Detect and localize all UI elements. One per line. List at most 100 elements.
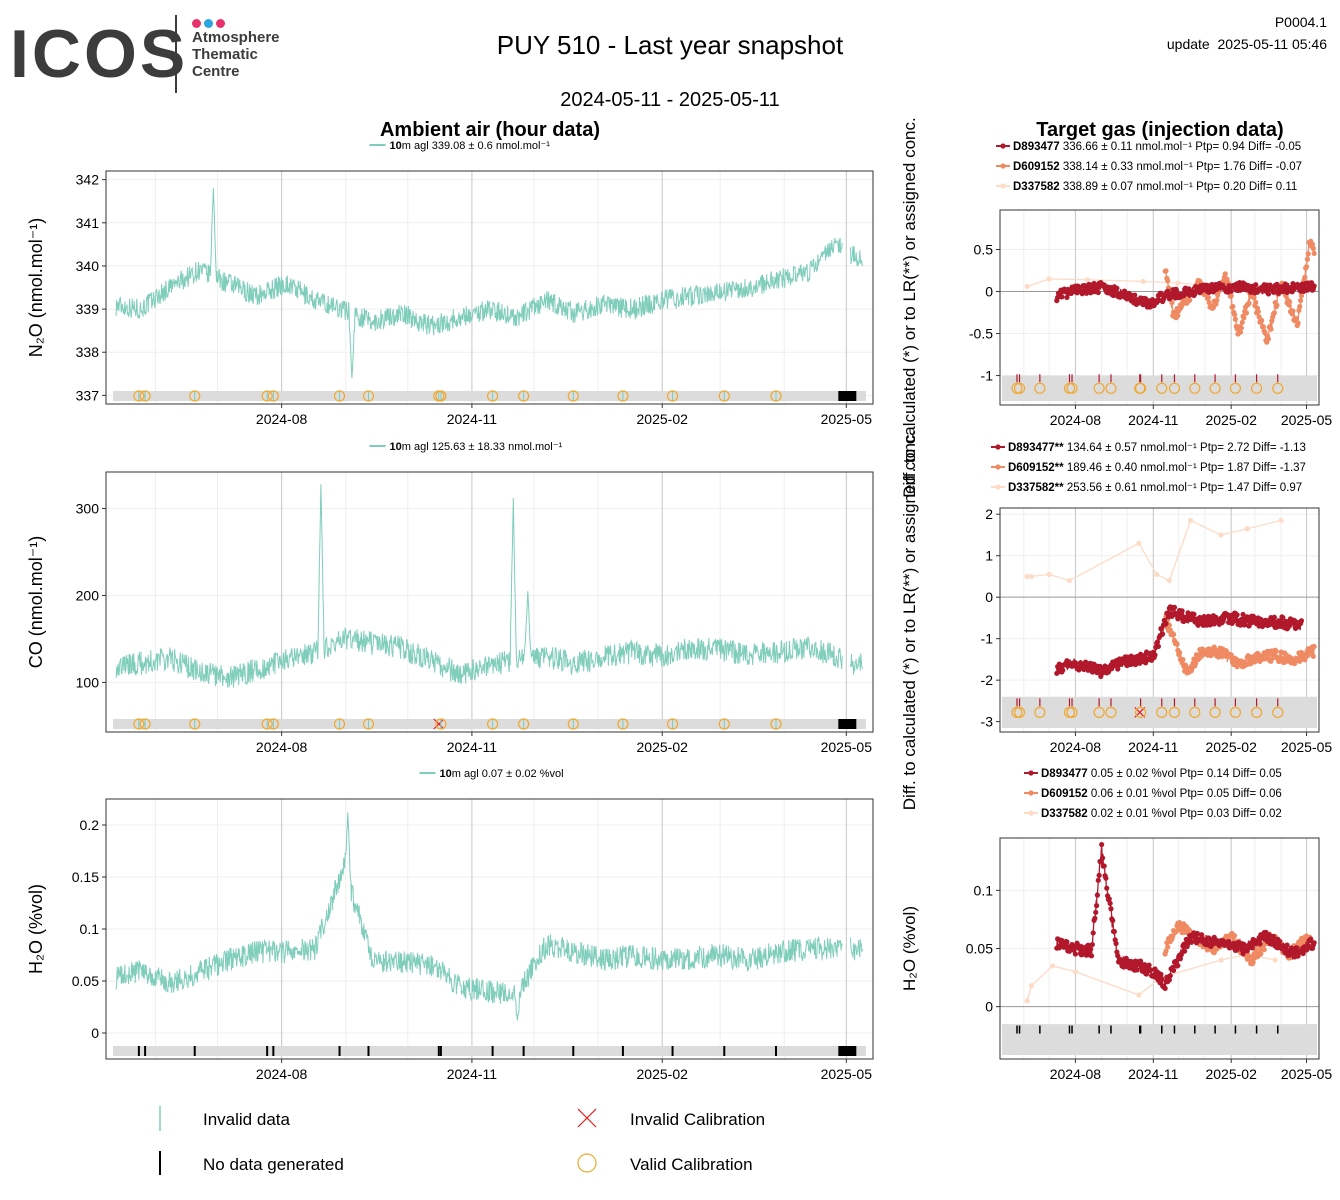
target-point <box>1064 294 1070 300</box>
target-point <box>1111 928 1117 935</box>
target-point <box>1090 930 1096 936</box>
valid-calibration-mark <box>617 390 629 402</box>
target-point <box>1046 276 1052 282</box>
target-point <box>1214 297 1220 304</box>
valid-calibration-mark <box>1189 382 1201 394</box>
target-point <box>1171 967 1177 973</box>
section-title-ambient: Ambient air (hour data) <box>380 119 600 141</box>
target-point <box>1028 983 1034 989</box>
target-point <box>1094 285 1101 292</box>
target-point <box>1179 930 1185 936</box>
target-point <box>1255 309 1261 315</box>
valid-calibration-mark <box>1156 382 1168 394</box>
x-tick-label: 2024-08 <box>256 411 308 427</box>
valid-calibration-mark <box>435 390 447 402</box>
y-tick-label: -2 <box>981 672 994 688</box>
x-tick-label: 2025-05 <box>1281 739 1333 755</box>
x-tick-label: 2025-05 <box>821 739 873 755</box>
ambient-legend-text: 10m agl 125.63 ± 18.33 nmol.mol⁻¹ <box>390 441 563 453</box>
target-point <box>1193 660 1199 666</box>
valid-calibration-mark <box>1156 706 1168 718</box>
y-tick-label: 0 <box>985 999 993 1015</box>
no-data-mark <box>621 1046 624 1056</box>
legend-no-data-generated: No data generated <box>203 1155 344 1174</box>
no-data-mark <box>671 1046 674 1056</box>
target-point <box>1284 942 1290 948</box>
target-point <box>1088 953 1095 959</box>
y-tick-label: 0.1 <box>974 882 994 898</box>
target-point <box>1261 947 1267 953</box>
target-legend-text: D893477 0.05 ± 0.02 %vol Ptp= 0.14 Diff=… <box>1041 768 1282 780</box>
target-point <box>1281 650 1288 656</box>
y-axis-label: H₂O (%vol) <box>26 884 46 974</box>
target-point <box>1098 859 1104 865</box>
target-point <box>1241 941 1247 947</box>
valid-calibration-mark <box>261 390 273 402</box>
valid-calibration-mark <box>362 718 375 730</box>
y-axis-label: CO (nmol.mol⁻¹) <box>26 536 46 669</box>
valid-calibration-mark <box>267 390 279 402</box>
y-tick-label: 0.05 <box>72 973 99 989</box>
valid-calibration-mark <box>261 718 273 730</box>
legend-point <box>1028 770 1034 776</box>
target-point <box>1028 573 1034 580</box>
target-point <box>1179 608 1185 614</box>
target-point <box>1084 277 1090 283</box>
x-tick-label: 2025-02 <box>1205 1066 1257 1082</box>
legend-point <box>1000 163 1006 169</box>
y-tick-label: 0.2 <box>80 817 100 833</box>
legend-point <box>995 464 1001 470</box>
target-point <box>1064 939 1070 945</box>
no-data-mark <box>144 1046 147 1056</box>
target-point <box>1095 877 1101 883</box>
valid-calibration-mark <box>1209 706 1221 718</box>
target-point <box>1166 577 1172 584</box>
no-data-mark <box>367 1046 370 1056</box>
valid-calibration-mark <box>1011 706 1023 718</box>
x-tick-label: 2025-05 <box>1281 412 1333 428</box>
target-point <box>1231 311 1238 318</box>
valid-calibration-symbol <box>577 1153 597 1173</box>
no-data-mark <box>1139 1025 1141 1034</box>
ambient-legend: 10m agl 339.08 ± 0.6 nmol.mol⁻¹ <box>369 140 550 152</box>
target-point <box>1024 283 1030 290</box>
no-data-mark <box>1039 1025 1041 1034</box>
target-point <box>1293 316 1299 322</box>
valid-calibration-mark <box>518 390 530 402</box>
target-point <box>1216 942 1222 949</box>
target-point <box>1283 293 1289 299</box>
no-data-block <box>838 391 857 401</box>
y-tick-label: 0 <box>985 589 993 605</box>
target-point <box>1140 278 1146 285</box>
x-tick-label: 2024-08 <box>1050 739 1102 755</box>
no-data-mark <box>774 1046 777 1056</box>
target-point <box>1305 251 1311 257</box>
no-data-mark <box>1068 1025 1071 1034</box>
target-point <box>1092 915 1098 921</box>
valid-calibration-mark <box>139 390 151 402</box>
target-point <box>1106 896 1112 902</box>
target-point <box>1166 977 1172 983</box>
target-point <box>1155 643 1161 649</box>
flag-band <box>113 1046 866 1056</box>
flag-band <box>1002 696 1317 728</box>
plot-border <box>999 507 1320 733</box>
target-point <box>1177 956 1183 962</box>
target-point <box>1167 973 1173 979</box>
target-point <box>1093 903 1100 909</box>
icos-logo: ICOS <box>10 16 189 92</box>
no-data-mark <box>1214 1025 1216 1034</box>
logo-dots <box>192 15 225 33</box>
target-point <box>1187 297 1193 303</box>
legend-invalid-data: Invalid data <box>203 1110 290 1129</box>
target-point <box>1108 906 1114 912</box>
target-point <box>1246 623 1252 629</box>
no-data-mark <box>437 1046 440 1056</box>
target-legend-text: D609152** 189.46 ± 0.40 nmol.mol⁻¹ Ptp= … <box>1008 462 1306 474</box>
ambient-legend-text: 10m agl 0.07 ± 0.02 %vol <box>440 768 564 780</box>
target-point <box>1134 967 1140 973</box>
invalid-calibration-mark <box>433 718 445 730</box>
x-tick-label: 2024-11 <box>1128 1066 1179 1082</box>
logo-dot-2 <box>204 19 213 28</box>
